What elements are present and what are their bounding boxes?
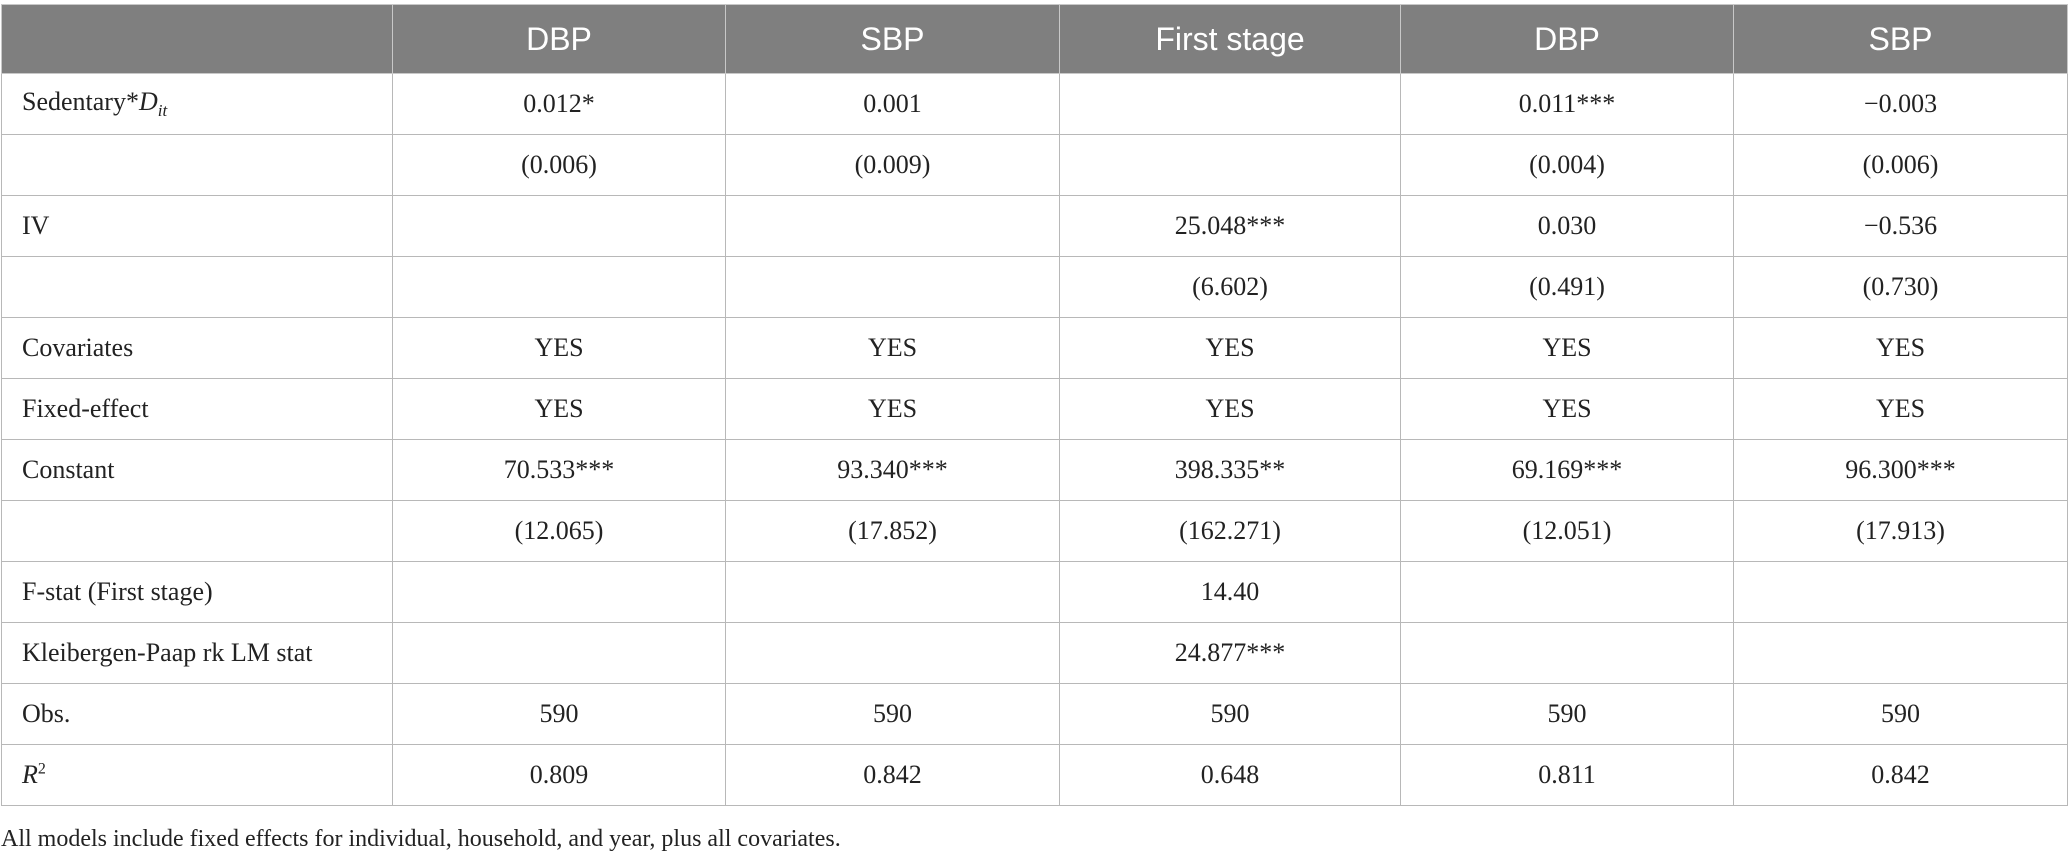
table-cell bbox=[392, 256, 726, 318]
table-cell: 0.012* bbox=[392, 73, 726, 135]
row-label: Constant bbox=[1, 439, 393, 501]
table-cell: (0.491) bbox=[1400, 256, 1734, 318]
table-cell bbox=[1059, 73, 1401, 135]
table-cell bbox=[392, 195, 726, 257]
table-cell: 398.335** bbox=[1059, 439, 1401, 501]
table-row: Fixed-effect YES YES YES YES YES bbox=[1, 378, 2068, 440]
table-cell: 14.40 bbox=[1059, 561, 1401, 623]
table-cell: 70.533*** bbox=[392, 439, 726, 501]
table-cell: YES bbox=[392, 378, 726, 440]
table-row: Sedentary*Dit 0.012* 0.001 0.011*** −0.0… bbox=[1, 73, 2068, 135]
row-label: Covariates bbox=[1, 317, 393, 379]
table-cell: YES bbox=[1733, 378, 2068, 440]
table-row: (6.602) (0.491) (0.730) bbox=[1, 256, 2068, 318]
table-cell: (17.913) bbox=[1733, 500, 2068, 562]
header-cell-dbp-iv: DBP bbox=[1400, 4, 1734, 74]
table-cell: 590 bbox=[1400, 683, 1734, 745]
table-cell: 69.169*** bbox=[1400, 439, 1734, 501]
table-cell: YES bbox=[1059, 317, 1401, 379]
row-label-italic: D bbox=[138, 86, 158, 116]
table-cell bbox=[1400, 622, 1734, 684]
table-cell: YES bbox=[1059, 378, 1401, 440]
row-label-italic: R bbox=[22, 760, 38, 789]
table-row: (12.065) (17.852) (162.271) (12.051) (17… bbox=[1, 500, 2068, 562]
table-cell: YES bbox=[1400, 378, 1734, 440]
table-row: (0.006) (0.009) (0.004) (0.006) bbox=[1, 134, 2068, 196]
table-cell: 0.842 bbox=[1733, 744, 2068, 806]
row-label: F-stat (First stage) bbox=[1, 561, 393, 623]
table-cell: YES bbox=[392, 317, 726, 379]
regression-results-table: DBP SBP First stage DBP SBP Sedentary*Di… bbox=[1, 4, 2068, 806]
table-cell: 590 bbox=[1059, 683, 1401, 745]
table-cell: YES bbox=[1733, 317, 2068, 379]
table-cell: (162.271) bbox=[1059, 500, 1401, 562]
table-row: Constant 70.533*** 93.340*** 398.335** 6… bbox=[1, 439, 2068, 501]
table-cell: 0.011*** bbox=[1400, 73, 1734, 135]
table-cell: 590 bbox=[725, 683, 1060, 745]
row-label: Fixed-effect bbox=[1, 378, 393, 440]
table-cell: YES bbox=[725, 378, 1060, 440]
table-cell bbox=[725, 195, 1060, 257]
table-cell: 0.809 bbox=[392, 744, 726, 806]
row-label-superscript: 2 bbox=[37, 760, 46, 778]
table-cell: 96.300*** bbox=[1733, 439, 2068, 501]
table-cell bbox=[392, 561, 726, 623]
row-label: Obs. bbox=[1, 683, 393, 745]
table-cell: 590 bbox=[1733, 683, 2068, 745]
row-label bbox=[1, 256, 393, 318]
table-row: F-stat (First stage) 14.40 bbox=[1, 561, 2068, 623]
table-cell: (12.051) bbox=[1400, 500, 1734, 562]
table-row: IV 25.048*** 0.030 −0.536 bbox=[1, 195, 2068, 257]
header-cell-sbp-iv: SBP bbox=[1733, 4, 2068, 74]
table-cell: (12.065) bbox=[392, 500, 726, 562]
table-footnote: All models include fixed effects for ind… bbox=[1, 826, 841, 852]
table-cell bbox=[725, 622, 1060, 684]
header-row: DBP SBP First stage DBP SBP bbox=[1, 4, 2068, 74]
table-cell: (0.730) bbox=[1733, 256, 2068, 318]
table-cell: (6.602) bbox=[1059, 256, 1401, 318]
table-cell: (0.006) bbox=[392, 134, 726, 196]
row-label: IV bbox=[1, 195, 393, 257]
row-label bbox=[1, 134, 393, 196]
table-cell bbox=[725, 256, 1060, 318]
row-label-subscript: it bbox=[157, 101, 168, 121]
table-cell: −0.003 bbox=[1733, 73, 2068, 135]
table-cell: (0.006) bbox=[1733, 134, 2068, 196]
table-cell bbox=[1059, 134, 1401, 196]
row-label-text: Sedentary* bbox=[22, 86, 139, 116]
table-cell: 0.001 bbox=[725, 73, 1060, 135]
header-cell-dbp: DBP bbox=[392, 4, 726, 74]
table-cell: 25.048*** bbox=[1059, 195, 1401, 257]
table-cell bbox=[1400, 561, 1734, 623]
table-cell: 93.340*** bbox=[725, 439, 1060, 501]
table-cell: 590 bbox=[392, 683, 726, 745]
header-cell-first-stage: First stage bbox=[1059, 4, 1401, 74]
table-cell: 0.030 bbox=[1400, 195, 1734, 257]
table-cell: YES bbox=[1400, 317, 1734, 379]
table-cell bbox=[1733, 622, 2068, 684]
header-cell-stub bbox=[1, 4, 393, 74]
table-cell: (0.009) bbox=[725, 134, 1060, 196]
table-cell: 0.842 bbox=[725, 744, 1060, 806]
table-row: Covariates YES YES YES YES YES bbox=[1, 317, 2068, 379]
table-cell: (17.852) bbox=[725, 500, 1060, 562]
table-row: Kleibergen-Paap rk LM stat 24.877*** bbox=[1, 622, 2068, 684]
table-row: R2 0.809 0.842 0.648 0.811 0.842 bbox=[1, 744, 2068, 806]
table-cell: 0.811 bbox=[1400, 744, 1734, 806]
table-cell: 0.648 bbox=[1059, 744, 1401, 806]
table-cell: 24.877*** bbox=[1059, 622, 1401, 684]
row-label: R2 bbox=[1, 744, 393, 806]
row-label: Kleibergen-Paap rk LM stat bbox=[1, 622, 393, 684]
table-cell bbox=[725, 561, 1060, 623]
table-cell: YES bbox=[725, 317, 1060, 379]
table-cell: −0.536 bbox=[1733, 195, 2068, 257]
header-cell-sbp: SBP bbox=[725, 4, 1060, 74]
table-cell bbox=[392, 622, 726, 684]
row-label bbox=[1, 500, 393, 562]
table-cell bbox=[1733, 561, 2068, 623]
table-row: Obs. 590 590 590 590 590 bbox=[1, 683, 2068, 745]
table-cell: (0.004) bbox=[1400, 134, 1734, 196]
row-label: Sedentary*Dit bbox=[1, 73, 393, 135]
